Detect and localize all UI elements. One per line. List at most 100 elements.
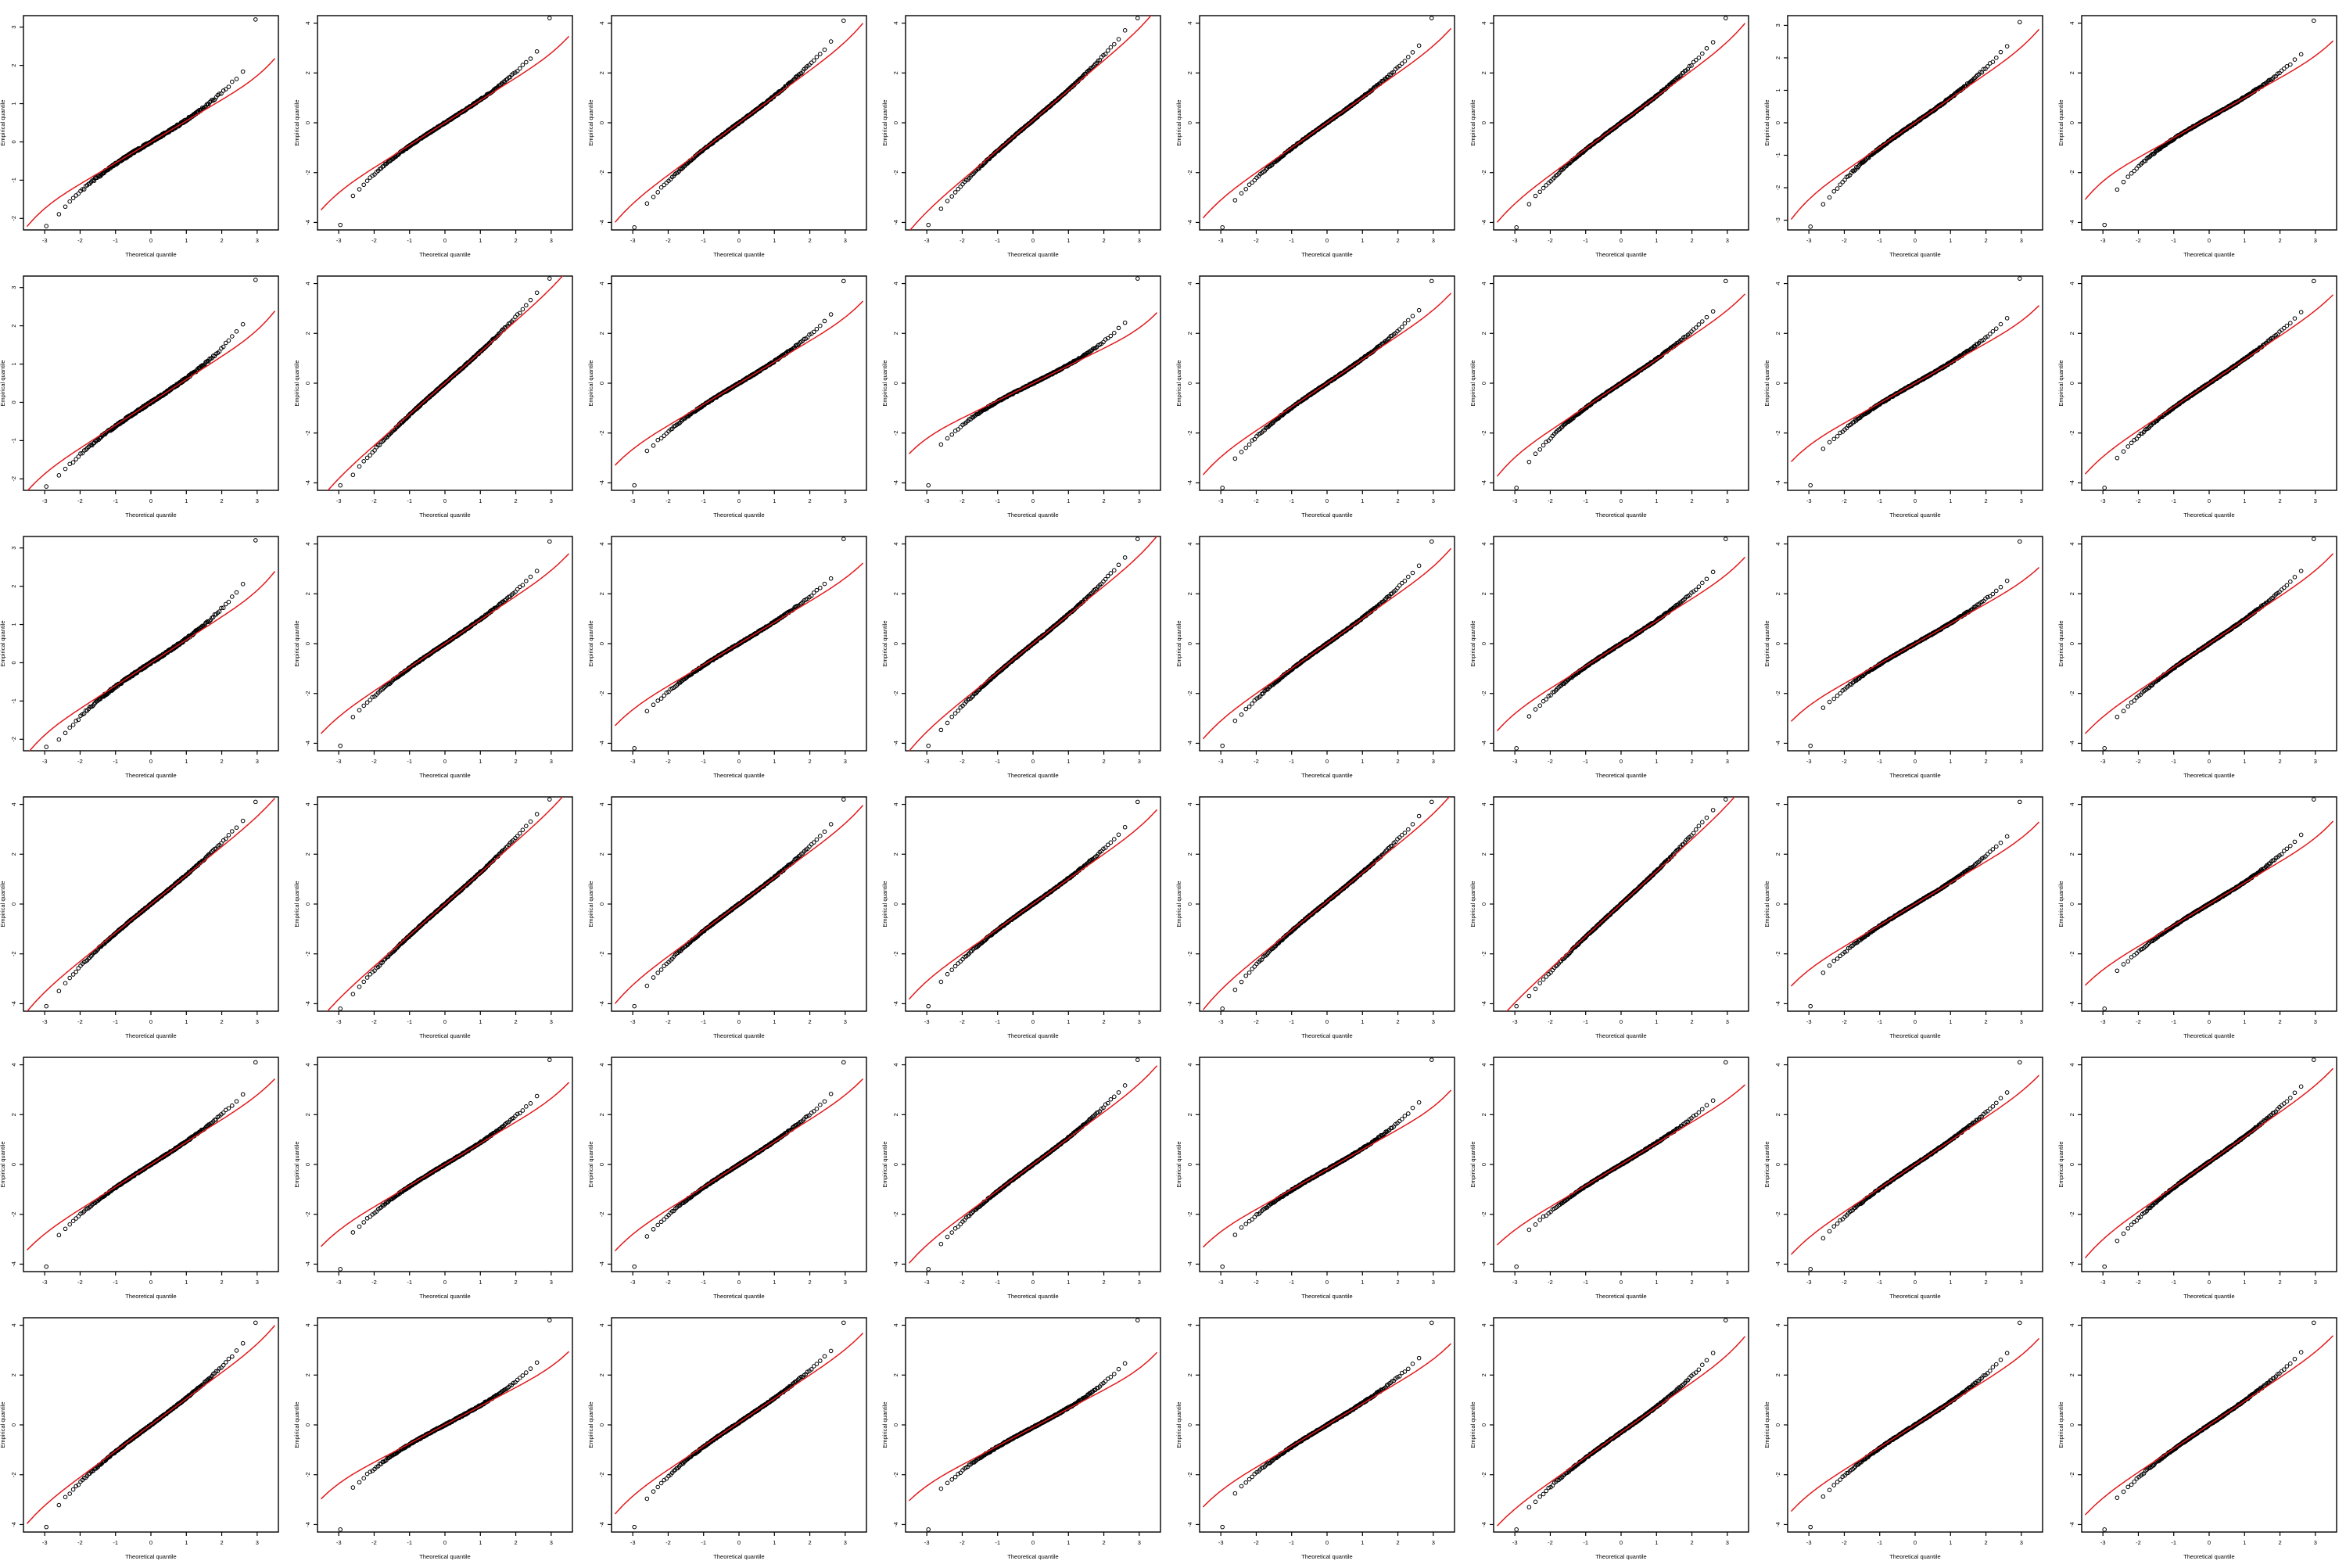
qq-point	[633, 226, 637, 230]
x-tick-label: -2	[960, 497, 965, 504]
qq-point	[1705, 46, 1709, 50]
x-axis-label: Theoretical quantile	[1007, 511, 1058, 518]
y-axis-label: Empirical quantile	[0, 99, 6, 145]
x-tick-label: -1	[1289, 237, 1294, 244]
qq-point	[656, 438, 660, 442]
y-tick-label: -1	[10, 438, 17, 443]
qq-point	[1106, 48, 1110, 52]
y-tick-label: 4	[304, 282, 311, 285]
qq-point	[1538, 447, 1542, 451]
y-axis-label: Empirical quantile	[1469, 99, 1476, 145]
qq-point	[254, 18, 258, 22]
x-tick-label: 1	[1655, 497, 1658, 504]
y-tick-label: 0	[1774, 382, 1781, 385]
y-axis-label: Empirical quantile	[1763, 360, 1770, 406]
qq-point	[241, 322, 245, 326]
qq-point	[1541, 443, 1545, 447]
sample-points	[927, 16, 1139, 227]
qq-point	[1538, 190, 1542, 194]
qq-point	[365, 179, 369, 183]
x-axis-label: Theoretical quantile	[1595, 251, 1646, 258]
y-tick-label: 2	[892, 332, 899, 335]
qq-point	[842, 279, 846, 283]
qq-point	[63, 467, 67, 471]
x-tick-label: 1	[1655, 237, 1658, 244]
x-axis-label: Theoretical quantile	[419, 251, 470, 258]
x-tick-label: -3	[1512, 237, 1518, 244]
x-tick-label: 0	[737, 497, 741, 504]
qq-point	[45, 224, 48, 228]
y-tick-label: 0	[1480, 382, 1487, 385]
x-tick-label: 3	[1726, 237, 1729, 244]
x-tick-label: 1	[479, 237, 482, 244]
qq-point	[1724, 16, 1728, 20]
qq-point	[1117, 38, 1121, 41]
y-axis-label: Empirical quantile	[587, 360, 594, 406]
reference-line	[321, 36, 569, 210]
qq-point	[2312, 19, 2316, 23]
x-tick-label: -1	[407, 497, 412, 504]
x-tick-label: -3	[630, 237, 636, 244]
y-tick-label: -2	[304, 430, 311, 436]
y-tick-label: -4	[892, 480, 899, 486]
qq-point	[1417, 308, 1421, 312]
sample-points	[1221, 279, 1433, 490]
x-tick-label: -3	[1806, 497, 1812, 504]
y-tick-label: 4	[892, 282, 899, 285]
qq-point	[656, 191, 660, 195]
x-tick-label: 3	[550, 497, 553, 504]
qq-point	[959, 425, 963, 429]
y-tick-label: -2	[1774, 430, 1781, 436]
x-tick-label: 3	[1432, 497, 1435, 504]
x-tick-label: -1	[2171, 237, 2176, 244]
x-tick-label: 1	[1361, 237, 1364, 244]
qq-point	[339, 483, 343, 487]
qq-point	[645, 449, 649, 453]
qq-point	[1515, 226, 1519, 230]
x-tick-label: -2	[1254, 497, 1259, 504]
qq-point	[1123, 321, 1127, 325]
qq-point	[842, 19, 846, 23]
reference-line	[909, 9, 1157, 231]
qq-point	[945, 436, 949, 440]
qq-point	[1809, 225, 1813, 229]
x-tick-label: -2	[1842, 497, 1847, 504]
y-tick-label: 0	[304, 121, 311, 124]
qq-point	[351, 473, 355, 477]
x-tick-label: 3	[2020, 237, 2023, 244]
qq-point	[1247, 443, 1251, 447]
x-tick-label: 0	[737, 237, 741, 244]
qq-point	[63, 205, 67, 209]
qq-point	[1821, 203, 1825, 206]
x-tick-label: -3	[1806, 237, 1812, 244]
x-tick-label: -1	[995, 237, 1000, 244]
y-tick-label: 0	[304, 382, 311, 385]
qq-point	[961, 182, 965, 186]
qq-point	[1430, 16, 1434, 20]
qq-point	[535, 49, 539, 53]
plot-frame	[2082, 16, 2337, 230]
x-tick-label: 1	[1067, 237, 1070, 244]
x-tick-label: 3	[2314, 237, 2317, 244]
qq-point	[1136, 277, 1140, 281]
y-tick-label: 3	[10, 26, 17, 29]
reference-line	[1498, 23, 1745, 223]
sample-points	[1515, 279, 1727, 490]
reference-line	[909, 313, 1157, 454]
qq-point	[1691, 60, 1695, 64]
qq-point	[959, 185, 963, 188]
x-axis-label: Theoretical quantile	[419, 511, 470, 518]
x-tick-label: -3	[630, 497, 636, 504]
x-tick-label: 3	[1138, 497, 1141, 504]
x-tick-label: 0	[1914, 237, 1917, 244]
sample-points	[339, 277, 551, 487]
qq-point	[2103, 223, 2107, 227]
x-tick-label: -1	[113, 237, 118, 244]
x-tick-label: -1	[1877, 237, 1882, 244]
y-tick-label: 0	[1774, 121, 1781, 124]
y-tick-label: 2	[1186, 71, 1193, 74]
y-tick-label: -2	[892, 430, 899, 436]
qq-point	[651, 443, 655, 447]
qq-point	[829, 40, 833, 44]
